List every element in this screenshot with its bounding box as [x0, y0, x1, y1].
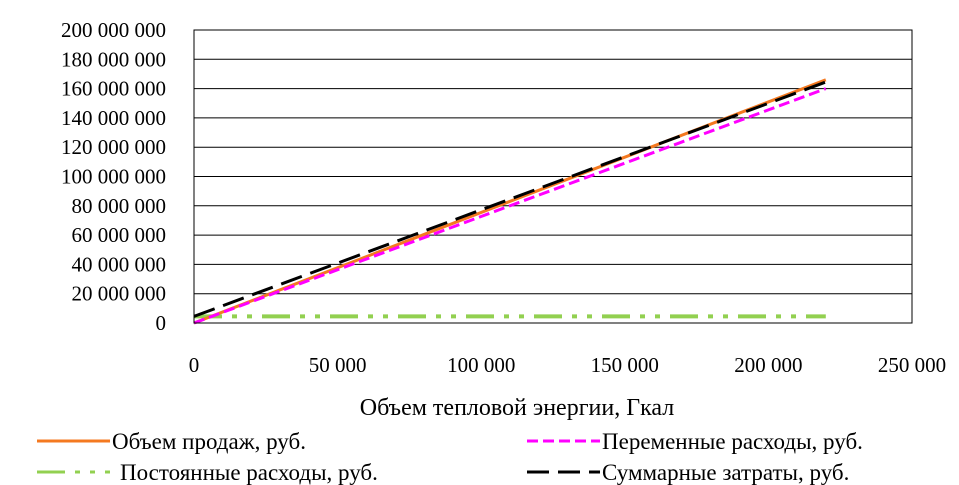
legend-label-fixed: Постоянные расходы, руб.	[120, 460, 378, 485]
y-tick-label: 60 000 000	[72, 223, 167, 247]
y-tick-label: 0	[156, 311, 167, 335]
x-tick-label: 100 000	[447, 353, 515, 377]
y-axis-tick-labels: 0 20 000 000 40 000 000 60 000 000 80 000 00…	[61, 18, 166, 335]
series-lines	[193, 78, 827, 325]
y-tick-label: 180 000 000	[61, 47, 166, 71]
y-tick-label: 120 000 000	[61, 135, 166, 159]
legend-label-total: Суммарные затраты, руб.	[602, 460, 849, 485]
y-tick-label: 140 000 000	[61, 106, 166, 130]
x-axis-title: Объем тепловой энергии, Гкал	[360, 395, 675, 421]
y-tick-label: 20 000 000	[72, 282, 167, 306]
x-tick-label: 250 000	[878, 353, 946, 377]
y-tick-label: 80 000 000	[72, 194, 167, 218]
x-tick-label: 50 000	[309, 353, 367, 377]
legend-label-variable: Переменные расходы, руб.	[602, 429, 863, 454]
series-line-total	[193, 80, 827, 318]
legend-label-sales: Объем продаж, руб.	[112, 429, 306, 454]
series-line-variable	[193, 87, 827, 325]
x-tick-label: 200 000	[734, 353, 802, 377]
x-axis-tick-labels: 0 50 000 100 000 150 000 200 000 250 000	[189, 353, 946, 377]
y-tick-label: 160 000 000	[61, 77, 166, 101]
y-tick-label: 40 000 000	[72, 252, 167, 276]
x-tick-label: 150 000	[591, 353, 659, 377]
y-tick-label: 100 000 000	[61, 165, 166, 189]
x-tick-label: 0	[189, 353, 200, 377]
legend: Объем продаж, руб. Переменные расходы, ру…	[37, 429, 863, 485]
plot-area-border	[193, 29, 913, 324]
y-tick-label: 200 000 000	[61, 18, 166, 42]
